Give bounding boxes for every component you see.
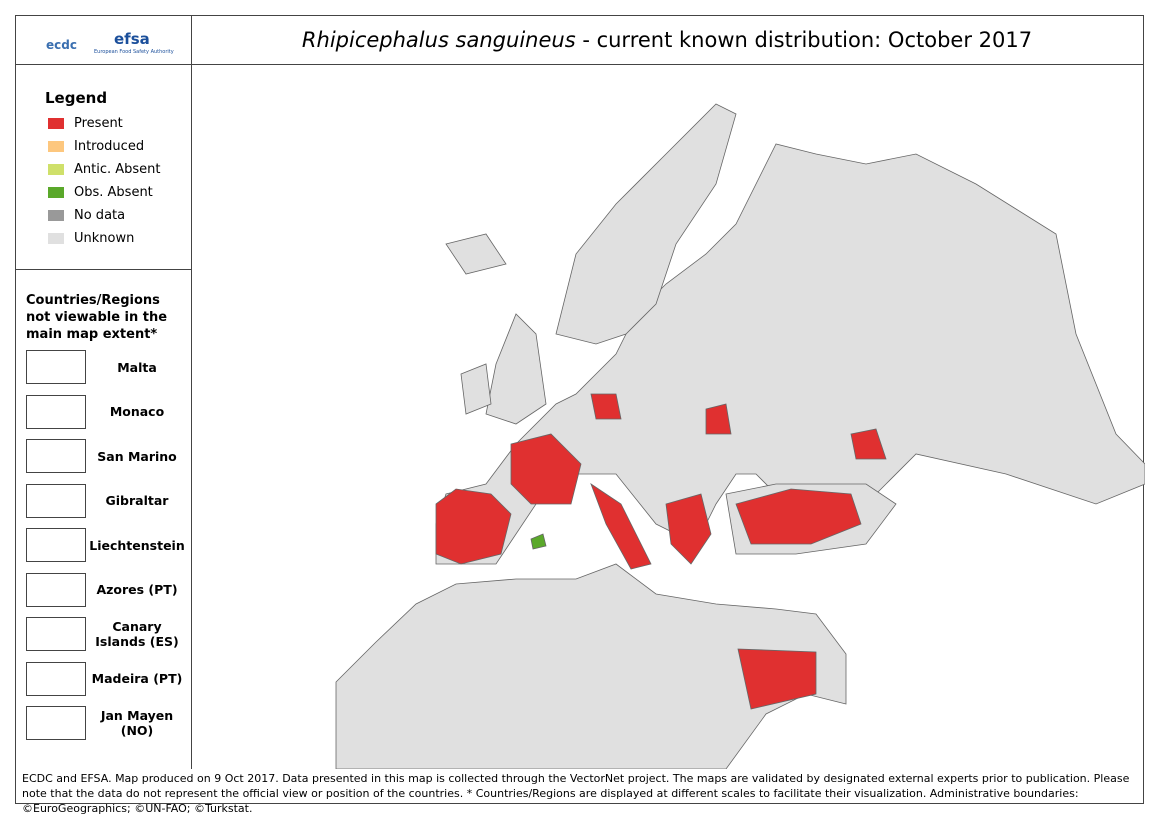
region-inset — [26, 439, 86, 473]
legend-swatch — [48, 118, 64, 129]
britain — [485, 313, 547, 425]
region-item: Canary Islands (ES) — [26, 617, 186, 653]
title: Rhipicephalus sanguineus - current known… — [191, 16, 1143, 64]
map-svg — [335, 103, 1146, 770]
legend-label: Present — [74, 116, 123, 131]
legend-item: Present — [48, 116, 123, 131]
logo-efsa: efsa — [114, 30, 150, 48]
region-item: Liechtenstein — [26, 528, 186, 564]
legend-label: Obs. Absent — [74, 185, 153, 200]
region-name: Jan Mayen (NO) — [100, 708, 174, 738]
region-name: Madeira (PT) — [91, 671, 183, 686]
region-name: Malta — [117, 359, 157, 375]
legend-label: No data — [74, 208, 126, 223]
footer: ECDC and EFSA. Map produced on 9 Oct 201… — [22, 772, 1130, 815]
ireland — [460, 363, 492, 415]
region-name: Liechtenstein — [89, 537, 185, 553]
legend-swatch — [48, 141, 64, 152]
region-inset — [26, 394, 86, 429]
region-item: Monaco — [26, 394, 186, 431]
region-inset — [26, 572, 86, 607]
legend-swatch — [48, 233, 64, 244]
legend-swatch — [48, 210, 64, 221]
region-item: Jan Mayen (NO) — [26, 706, 186, 742]
legend-item: Introduced — [48, 139, 144, 154]
header: ecdc efsa European Food Safety Authority… — [16, 16, 1143, 65]
region-inset — [26, 483, 86, 518]
red-france — [510, 433, 582, 505]
legend-item: Obs. Absent — [48, 185, 153, 200]
legend-label: Unknown — [74, 231, 135, 246]
legend-item: No data — [48, 208, 125, 223]
region-name: Azores (PT) — [96, 582, 178, 597]
legend-label: Introduced — [74, 139, 145, 154]
side-panel: Legend Present Introduced Antic. Absent Obs.… — [16, 64, 192, 769]
regions-title: Countries/Regions not viewable in the ma… — [26, 293, 168, 342]
region-inset — [26, 661, 86, 696]
logos: ecdc efsa European Food Safety Authority — [16, 16, 192, 64]
region-name: Canary Islands (ES) — [95, 619, 179, 649]
region-item: San Marino — [26, 439, 186, 475]
red-egypt — [737, 648, 817, 710]
legend-label: Antic. Absent — [74, 162, 161, 177]
region-item: Azores (PT) — [26, 572, 186, 609]
region-inset — [26, 706, 86, 740]
map — [191, 64, 1146, 770]
legend: Legend Present Introduced Antic. Absent Obs.… — [16, 64, 191, 270]
red-poland — [590, 393, 622, 420]
legend-item: Unknown — [48, 231, 134, 246]
region-inset — [26, 528, 86, 562]
scandinavia — [555, 103, 737, 345]
frame: ecdc efsa European Food Safety Authority… — [15, 15, 1146, 815]
green-balearic — [530, 533, 547, 550]
title-rest: - current known distribution: October 20… — [582, 28, 1033, 52]
logo-ecdc: ecdc — [46, 38, 77, 52]
red-ukraine — [705, 403, 732, 435]
legend-swatch — [48, 164, 64, 175]
region-item: Malta — [26, 350, 186, 386]
title-species: Rhipicephalus sanguineus — [301, 28, 576, 52]
region-inset — [26, 350, 86, 384]
region-item: Gibraltar — [26, 483, 186, 520]
region-item: Madeira (PT) — [26, 661, 186, 698]
region-name: San Marino — [97, 448, 177, 464]
legend-item: Antic. Absent — [48, 162, 161, 177]
red-turkey — [735, 488, 862, 545]
region-inset — [26, 617, 86, 651]
north-africa — [335, 563, 847, 770]
region-name: Monaco — [109, 404, 165, 419]
red-italy — [590, 482, 652, 570]
legend-swatch — [48, 187, 64, 198]
iceland — [445, 233, 507, 275]
logo-efsa-sub: European Food Safety Authority — [94, 49, 174, 55]
red-russia — [850, 428, 887, 460]
red-iberia — [435, 488, 512, 565]
region-name: Gibraltar — [105, 493, 169, 508]
legend-title: Legend — [45, 89, 108, 107]
red-balkans — [665, 493, 712, 565]
